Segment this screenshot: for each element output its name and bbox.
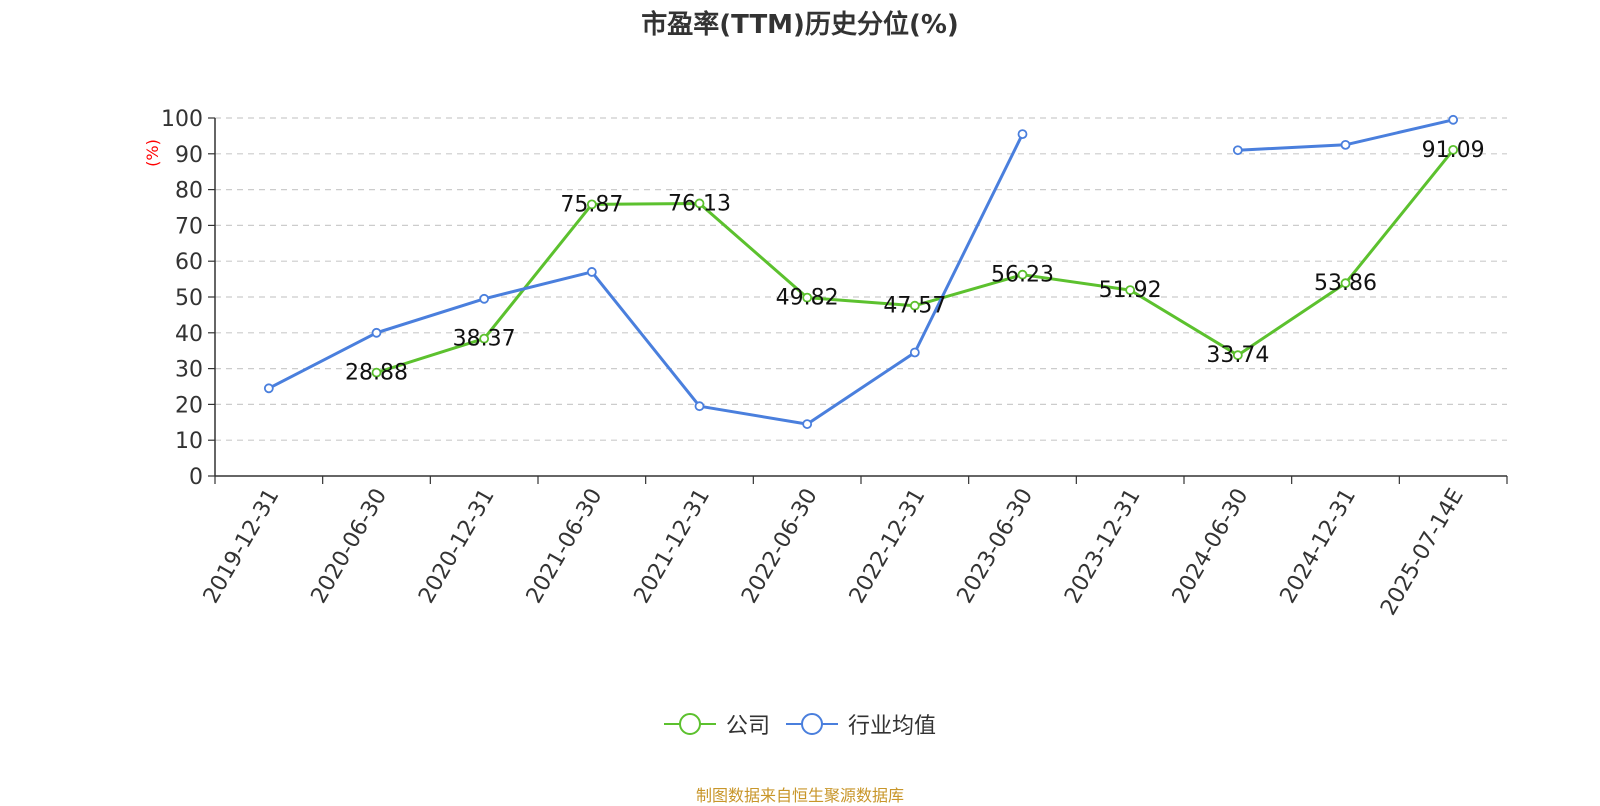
data-label: 28.88	[345, 361, 408, 386]
y-tick-label: 60	[175, 250, 203, 275]
y-tick-label: 70	[175, 214, 203, 239]
x-tick-label: 2024-06-30	[1168, 485, 1254, 608]
legend-swatch-icon	[786, 713, 838, 735]
series-1-point	[371, 327, 382, 338]
series-0-point	[371, 367, 382, 378]
y-tick-label: 100	[161, 107, 203, 132]
y-tick-label: 40	[175, 322, 203, 347]
y-tick-label: 20	[175, 393, 203, 418]
series-0-point	[1340, 278, 1351, 289]
series-points	[263, 114, 1459, 429]
series-0-point	[586, 199, 597, 210]
series-1-point	[479, 293, 490, 304]
data-label: 91.09	[1422, 138, 1485, 163]
series-1-point	[802, 419, 813, 429]
series-0-point	[802, 292, 813, 303]
data-label: 51.92	[1099, 278, 1162, 303]
data-label: 53.86	[1314, 271, 1377, 296]
series-0-point	[1232, 350, 1243, 361]
series-1-point	[586, 267, 597, 277]
x-tick-label: 2021-06-30	[522, 485, 608, 608]
series-line-1	[268, 118, 1454, 426]
series-1-point	[1340, 139, 1351, 150]
data-label: 75.87	[560, 192, 623, 217]
x-tick-label: 2025-07-14E	[1376, 485, 1469, 620]
series-0-point	[694, 198, 705, 209]
y-axis-label: (%)	[143, 139, 162, 167]
y-tick-label: 30	[175, 358, 203, 383]
y-tick-label: 0	[189, 465, 203, 490]
series-1-point	[263, 383, 274, 394]
data-labels: 28.88 38.37 75.87 76.13 49.82 47.57 56.23 51.92…	[345, 138, 1485, 386]
legend-label: 公司	[725, 714, 770, 739]
series-1-point	[1232, 145, 1243, 156]
chart-title: 市盈率(TTM)历史分位(%)	[641, 10, 959, 40]
series-0-point	[1125, 285, 1136, 296]
x-tick-label: 2022-12-31	[845, 484, 931, 607]
x-tick-label: 2019-12-31	[199, 485, 285, 608]
data-label: 56.23	[991, 263, 1054, 288]
y-tick-label: 80	[175, 179, 203, 204]
data-label: 38.37	[453, 327, 516, 352]
series-1-point	[909, 347, 920, 358]
data-label: 47.57	[883, 294, 946, 319]
y-tick-label: 50	[175, 286, 203, 311]
x-tick-label: 2020-12-31	[414, 484, 500, 607]
legend-item-1[interactable]: 行业均值	[786, 708, 936, 740]
series-0-point	[1448, 144, 1459, 155]
legend-swatch-icon	[663, 713, 716, 735]
x-tick-label: 2020-06-30	[307, 485, 393, 608]
x-tick-label: 2022-06-30	[737, 485, 823, 608]
series-lines	[268, 118, 1455, 426]
series-1-point	[694, 401, 705, 412]
x-tick-label: 2021-12-31	[630, 485, 716, 608]
data-label: 33.74	[1206, 343, 1269, 368]
legend-item-0[interactable]: 公司	[663, 708, 770, 740]
legend: 公司 行业均值	[0, 708, 1600, 744]
source-note: 制图数据来自恒生聚源数据库	[695, 786, 904, 805]
legend-label: 行业均值	[848, 714, 937, 739]
y-tick-label: 90	[175, 143, 203, 168]
series-0-point	[479, 333, 490, 344]
x-tick-label: 2023-06-30	[953, 485, 1039, 608]
series-0-point	[909, 300, 920, 311]
data-label: 49.82	[776, 286, 839, 311]
x-tick-label: 2023-12-31	[1060, 485, 1146, 608]
data-label: 76.13	[668, 191, 731, 216]
series-1-point	[1448, 114, 1459, 125]
y-tick-label: 10	[175, 429, 203, 454]
x-tick-label: 2024-12-31	[1276, 485, 1362, 608]
series-1-point	[1017, 129, 1028, 140]
series-0-point	[1017, 269, 1028, 280]
